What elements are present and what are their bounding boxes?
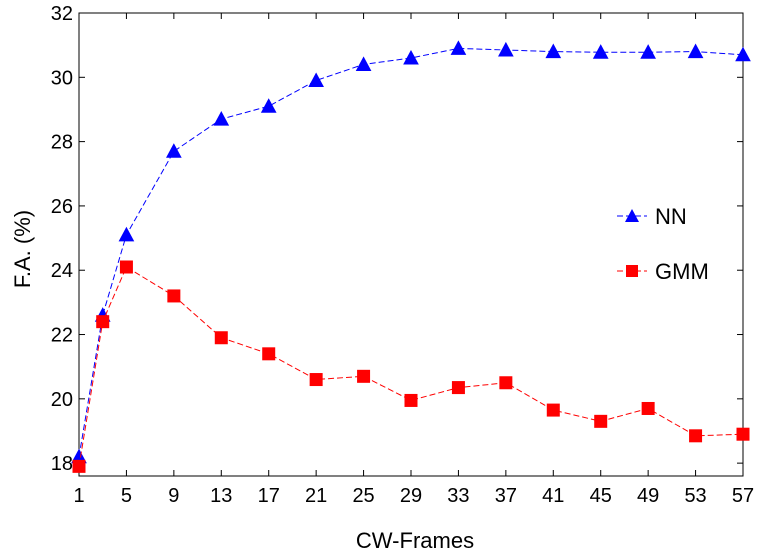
y-tick-label: 26 — [51, 196, 73, 218]
series-gmm — [72, 260, 750, 473]
y-axis-ticks: 18 20 22 24 26 28 30 32 — [51, 3, 743, 475]
x-axis-ticks: 1 5 9 13 17 21 25 29 33 37 41 45 49 53 57 — [73, 13, 754, 507]
x-axis-title: CW-Frames — [356, 528, 474, 553]
data-point-nn — [450, 40, 467, 55]
data-point-gmm — [357, 369, 371, 383]
data-point-gmm — [689, 429, 703, 443]
legend-item-nn: NN — [617, 204, 687, 229]
x-tick-label: 5 — [121, 485, 132, 507]
data-point-nn — [592, 44, 609, 59]
data-point-nn — [545, 43, 562, 59]
data-point-nn — [118, 226, 135, 242]
x-tick-label: 57 — [732, 485, 754, 507]
legend-marker-gmm — [626, 265, 638, 277]
x-tick-label: 13 — [210, 485, 232, 507]
data-point-gmm — [96, 315, 110, 329]
legend-item-gmm: GMM — [617, 259, 709, 284]
legend-label-gmm: GMM — [655, 259, 709, 284]
data-point-nn — [308, 72, 324, 88]
x-tick-label: 37 — [495, 485, 517, 507]
x-tick-label: 29 — [400, 485, 422, 507]
y-tick-label: 20 — [51, 389, 73, 411]
x-tick-label: 33 — [447, 485, 469, 507]
series-line-nn — [78, 47, 744, 457]
data-point-nn — [213, 111, 230, 126]
x-tick-label: 25 — [352, 485, 374, 507]
data-point-gmm — [546, 403, 560, 417]
x-tick-label: 45 — [590, 485, 612, 507]
y-tick-label: 18 — [51, 453, 73, 475]
data-point-gmm — [404, 393, 418, 407]
x-tick-label: 17 — [258, 485, 280, 507]
data-point-gmm — [499, 376, 513, 390]
data-point-nn — [498, 41, 514, 57]
legend: NN GMM — [617, 204, 709, 284]
y-tick-label: 24 — [51, 260, 73, 282]
data-point-nn — [260, 98, 277, 113]
data-point-gmm — [72, 459, 86, 473]
y-tick-label: 22 — [51, 325, 73, 347]
x-tick-label: 53 — [684, 485, 706, 507]
data-point-gmm — [451, 381, 465, 395]
data-point-gmm — [167, 289, 181, 303]
data-point-gmm — [736, 427, 750, 441]
series-layer — [71, 40, 751, 473]
series-line-gmm — [78, 266, 744, 467]
data-point-nn — [735, 46, 751, 62]
data-point-nn — [166, 143, 182, 158]
x-tick-label: 1 — [73, 485, 84, 507]
y-axis-title: F.A. (%) — [10, 210, 35, 288]
x-tick-label: 41 — [542, 485, 564, 507]
data-point-nn — [640, 44, 656, 59]
y-tick-label: 30 — [51, 67, 73, 89]
data-point-nn — [355, 56, 372, 71]
data-point-gmm — [119, 260, 133, 274]
data-point-gmm — [309, 373, 323, 387]
data-point-gmm — [641, 401, 655, 415]
data-point-nn — [687, 43, 704, 59]
y-tick-label: 32 — [51, 3, 73, 25]
data-point-gmm — [594, 414, 608, 428]
legend-marker-nn — [625, 209, 639, 222]
x-tick-label: 49 — [637, 485, 659, 507]
data-point-nn — [403, 49, 419, 65]
legend-label-nn: NN — [655, 204, 687, 229]
data-point-gmm — [262, 347, 276, 361]
x-tick-label: 21 — [305, 485, 327, 507]
data-point-gmm — [214, 331, 228, 345]
x-tick-label: 9 — [168, 485, 179, 507]
y-tick-label: 28 — [51, 132, 73, 154]
